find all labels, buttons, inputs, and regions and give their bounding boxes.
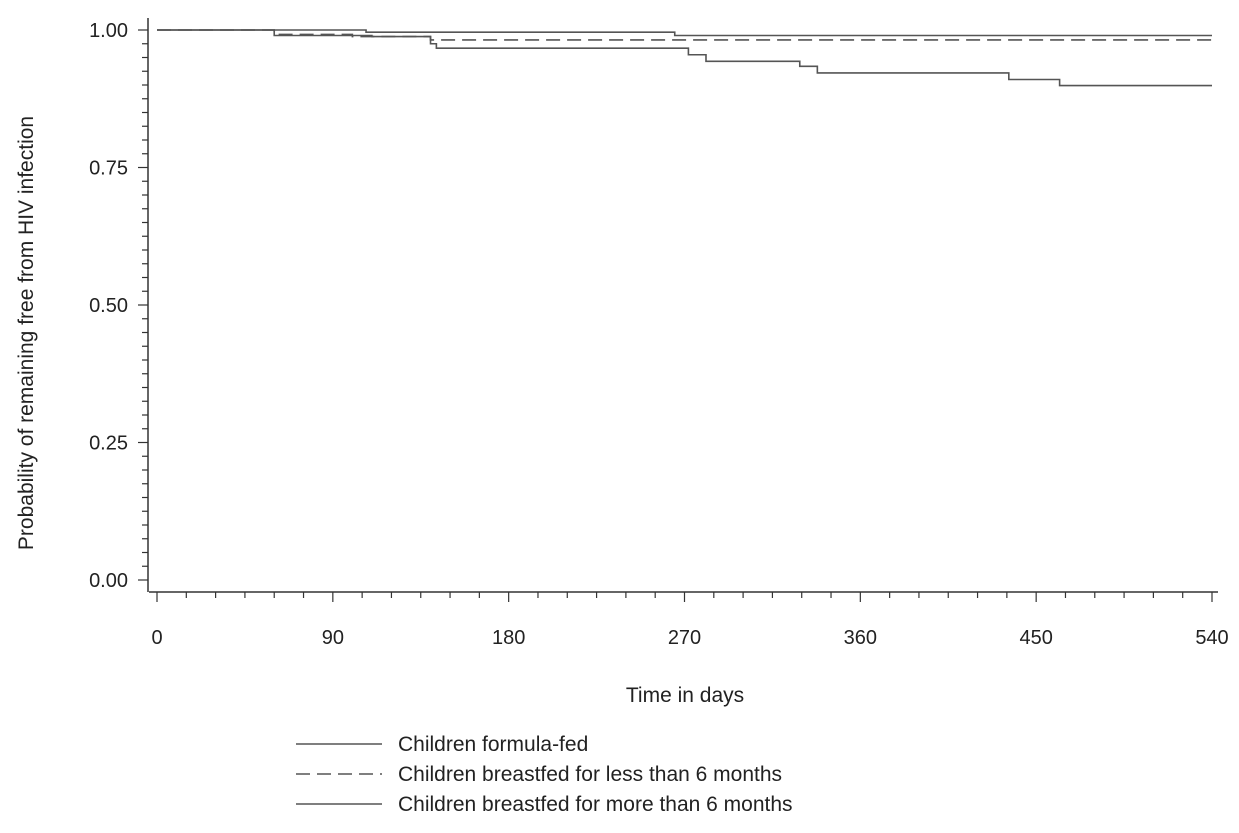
- x-axis-title: Time in days: [626, 684, 744, 707]
- x-tick-label: 270: [668, 627, 701, 649]
- x-tick-label: 450: [1019, 627, 1052, 649]
- x-tick-label: 360: [844, 627, 877, 649]
- x-axis-ticks: 0 90 180 270 360 450 540: [151, 592, 1229, 649]
- y-tick-label: 0.25: [89, 433, 128, 455]
- legend: Children formula-fed Children breastfed f…: [296, 733, 793, 816]
- plot-area: [157, 29, 1212, 87]
- x-tick-label: 0: [151, 627, 162, 649]
- x-tick-label: 90: [322, 627, 344, 649]
- y-axis-ticks: 0.00 0.25 0.50 0.75 1.00: [89, 20, 148, 592]
- x-tick-label: 180: [492, 627, 525, 649]
- x-tick-label: 540: [1195, 627, 1228, 649]
- y-axis-title: Probability of remaining free from HIV i…: [15, 116, 38, 550]
- legend-label-1: Children formula-fed: [398, 733, 588, 756]
- y-tick-label: 0.50: [89, 295, 128, 317]
- y-tick-label: 1.00: [89, 20, 128, 42]
- series-line-3: [157, 29, 1212, 87]
- y-tick-label: 0.75: [89, 158, 128, 180]
- series-line-1: [157, 29, 1212, 37]
- legend-label-2: Children breastfed for less than 6 month…: [398, 763, 782, 786]
- y-tick-label: 0.00: [89, 570, 128, 592]
- legend-label-3: Children breastfed for more than 6 month…: [398, 793, 793, 816]
